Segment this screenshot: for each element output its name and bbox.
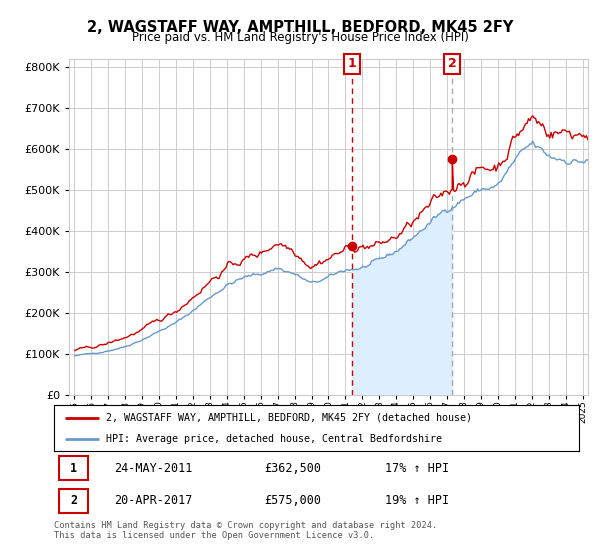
Text: 19% ↑ HPI: 19% ↑ HPI <box>385 494 449 507</box>
Text: £575,000: £575,000 <box>264 494 321 507</box>
Text: 24-MAY-2011: 24-MAY-2011 <box>115 461 193 474</box>
Text: 2, WAGSTAFF WAY, AMPTHILL, BEDFORD, MK45 2FY: 2, WAGSTAFF WAY, AMPTHILL, BEDFORD, MK45… <box>87 20 513 35</box>
FancyBboxPatch shape <box>59 489 88 512</box>
Text: Contains HM Land Registry data © Crown copyright and database right 2024.
This d: Contains HM Land Registry data © Crown c… <box>54 521 437 540</box>
FancyBboxPatch shape <box>59 456 88 480</box>
Text: 2, WAGSTAFF WAY, AMPTHILL, BEDFORD, MK45 2FY (detached house): 2, WAGSTAFF WAY, AMPTHILL, BEDFORD, MK45… <box>107 413 473 423</box>
Text: 1: 1 <box>70 461 77 474</box>
Text: 17% ↑ HPI: 17% ↑ HPI <box>385 461 449 474</box>
Text: £362,500: £362,500 <box>264 461 321 474</box>
Text: Price paid vs. HM Land Registry's House Price Index (HPI): Price paid vs. HM Land Registry's House … <box>131 31 469 44</box>
Text: 2: 2 <box>448 57 457 71</box>
Text: 20-APR-2017: 20-APR-2017 <box>115 494 193 507</box>
Text: 1: 1 <box>347 57 356 71</box>
Text: HPI: Average price, detached house, Central Bedfordshire: HPI: Average price, detached house, Cent… <box>107 435 443 444</box>
Text: 2: 2 <box>70 494 77 507</box>
